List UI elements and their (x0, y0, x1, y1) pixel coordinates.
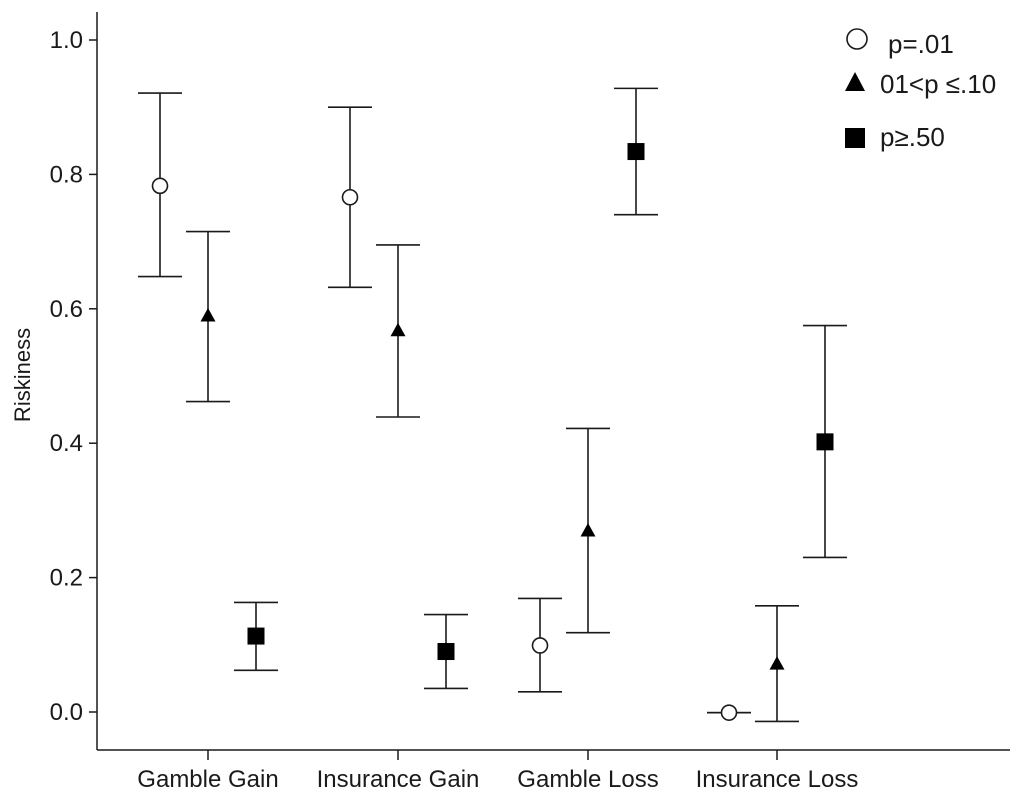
x-tick-label: Gamble Gain (137, 766, 278, 793)
y-tick-label: 0.0 (50, 699, 83, 726)
legend-label: 01<p ≤.10 (880, 69, 996, 99)
y-tick-label: 0.4 (50, 430, 83, 457)
x-tick-label: Gamble Loss (517, 766, 658, 793)
y-tick-label: 1.0 (50, 27, 83, 54)
y-axis-title: Riskiness (10, 328, 35, 422)
data-point (816, 433, 834, 451)
data-point (531, 637, 549, 654)
x-axis: Gamble Gain Insurance Gain Gamble Loss Insu… (97, 749, 1010, 793)
data-point (151, 177, 169, 195)
y-axis: 0.0 0.2 0.4 0.6 0.8 1.0 (50, 12, 98, 750)
data-point (720, 704, 738, 721)
data-point (437, 643, 455, 661)
y-tick-label: 0.8 (50, 161, 83, 188)
legend-marker (845, 72, 865, 91)
legend-marker (846, 28, 868, 50)
series-1 (186, 230, 799, 723)
series-2 (234, 87, 847, 690)
data-point (580, 523, 596, 537)
data-point (341, 188, 359, 206)
x-tick-label: Insurance Gain (317, 766, 480, 793)
legend-label: p=.01 (888, 29, 954, 59)
data-point (200, 308, 216, 322)
data-point (769, 656, 785, 670)
legend-label: p≥.50 (880, 122, 945, 152)
y-tick-label: 0.6 (50, 296, 83, 323)
plot-marks (138, 87, 847, 723)
legend: p=.01 01<p ≤.10 p≥.50 (845, 28, 996, 152)
legend-marker (845, 128, 865, 148)
data-point (390, 322, 406, 337)
y-tick-label: 0.2 (50, 565, 83, 592)
data-point (627, 143, 645, 161)
x-tick-label: Insurance Loss (696, 766, 859, 793)
data-point (247, 627, 265, 645)
series-0 (138, 92, 751, 721)
